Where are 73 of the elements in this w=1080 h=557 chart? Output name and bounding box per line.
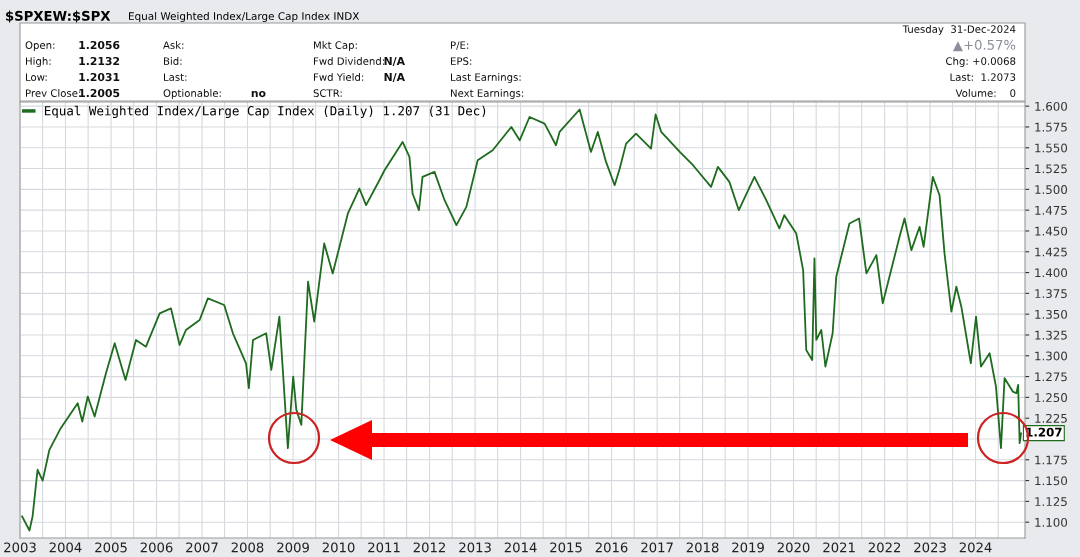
text: 1.2031 [79,72,120,82]
text: Bid: [163,57,182,65]
x-tick-label: 2024 [959,542,992,553]
x-tick-label: 2008 [231,542,264,553]
x-tick-label: 2009 [277,542,309,553]
y-tick-label: 1.325 [1035,330,1067,340]
text: N/A [384,57,405,66]
text: Mkt Cap: [313,41,357,51]
text: Fwd Dividend: [313,57,384,65]
legend-label: Equal Weighted Index/Large Cap Index (Daily) 1.207 (31 Dec) [44,105,486,118]
text: Ask: [163,41,184,49]
x-tick-label: 2013 [459,542,491,553]
x-tick-label: 2003 [4,542,36,553]
chart-subtitle: Equal Weighted Index/Large Cap Index INDX [129,11,360,23]
y-tick-label: 1.350 [1035,309,1068,319]
x-tick-label: 2011 [368,542,400,553]
y-tick-label: 1.475 [1035,206,1067,215]
text: Prev Close: [25,89,81,97]
chart-title: $SPXEW:$SPX [6,10,111,23]
text: High: [25,57,51,67]
text: Optionable: [163,89,221,99]
text: 1.2005 [79,88,120,98]
x-tick-label: 2023 [914,542,946,553]
x-tick-label: 2005 [95,542,127,553]
text: Open: [25,41,55,51]
y-tick-label: 1.450 [1035,226,1068,236]
y-tick-label: 1.375 [1035,289,1067,299]
text: Fwd Yield: [313,73,364,81]
text: ▲+0.57% [952,39,1016,52]
text: Last: [163,73,187,81]
text: SCTR: [313,89,342,97]
x-tick-label: 2017 [641,542,673,553]
text: 1.2056 [79,40,120,50]
y-tick-label: 1.500 [1035,185,1068,195]
y-tick-label: 1.275 [1035,372,1067,382]
y-tick-label: 1.225 [1035,413,1067,423]
y-tick-label: 1.300 [1035,351,1068,361]
y-tick-label: 1.425 [1035,247,1067,257]
text: Last Earnings: [450,73,521,83]
text: N/A [384,73,405,82]
x-tick-label: 2022 [868,542,901,553]
text: Tuesday 31-Dec-2024 [902,25,1016,35]
x-tick-label: 2018 [686,542,719,553]
x-tick-label: 2016 [595,542,628,553]
y-tick-label: 1.525 [1035,164,1067,174]
x-tick-label: 2007 [186,542,218,553]
y-tick-label: 1.150 [1035,476,1068,486]
y-tick-label: 1.250 [1035,393,1068,403]
y-tick-label: 1.575 [1035,122,1067,132]
x-tick-label: 2014 [504,542,537,553]
x-tick-label: 2015 [550,542,582,553]
text: 1.2132 [79,56,120,66]
text: Last: 1.2073 [950,73,1016,81]
y-tick-label: 1.550 [1035,143,1068,153]
x-tick-label: 2020 [777,542,810,553]
y-tick-label: 1.175 [1035,455,1067,465]
x-tick-label: 2021 [823,542,855,553]
y-tick-label: 1.100 [1035,517,1068,527]
text: P/E: [450,41,469,50]
x-tick-label: 2012 [413,542,445,553]
y-tick-label: 1.400 [1035,268,1068,278]
text: Low: [25,73,47,81]
text: no [251,90,266,98]
x-tick-label: 2010 [322,542,355,553]
text: Chg: +0.0068 [946,57,1016,67]
x-tick-label: 2006 [140,542,173,553]
x-tick-label: 2019 [732,542,764,553]
text: Volume: 0 [955,89,1016,97]
x-tick-label: 2004 [49,542,82,553]
text: Next Earnings: [450,89,524,99]
y-tick-label: 1.600 [1035,101,1068,111]
text: EPS: [450,57,472,65]
y-tick-label: 1.125 [1035,497,1067,507]
